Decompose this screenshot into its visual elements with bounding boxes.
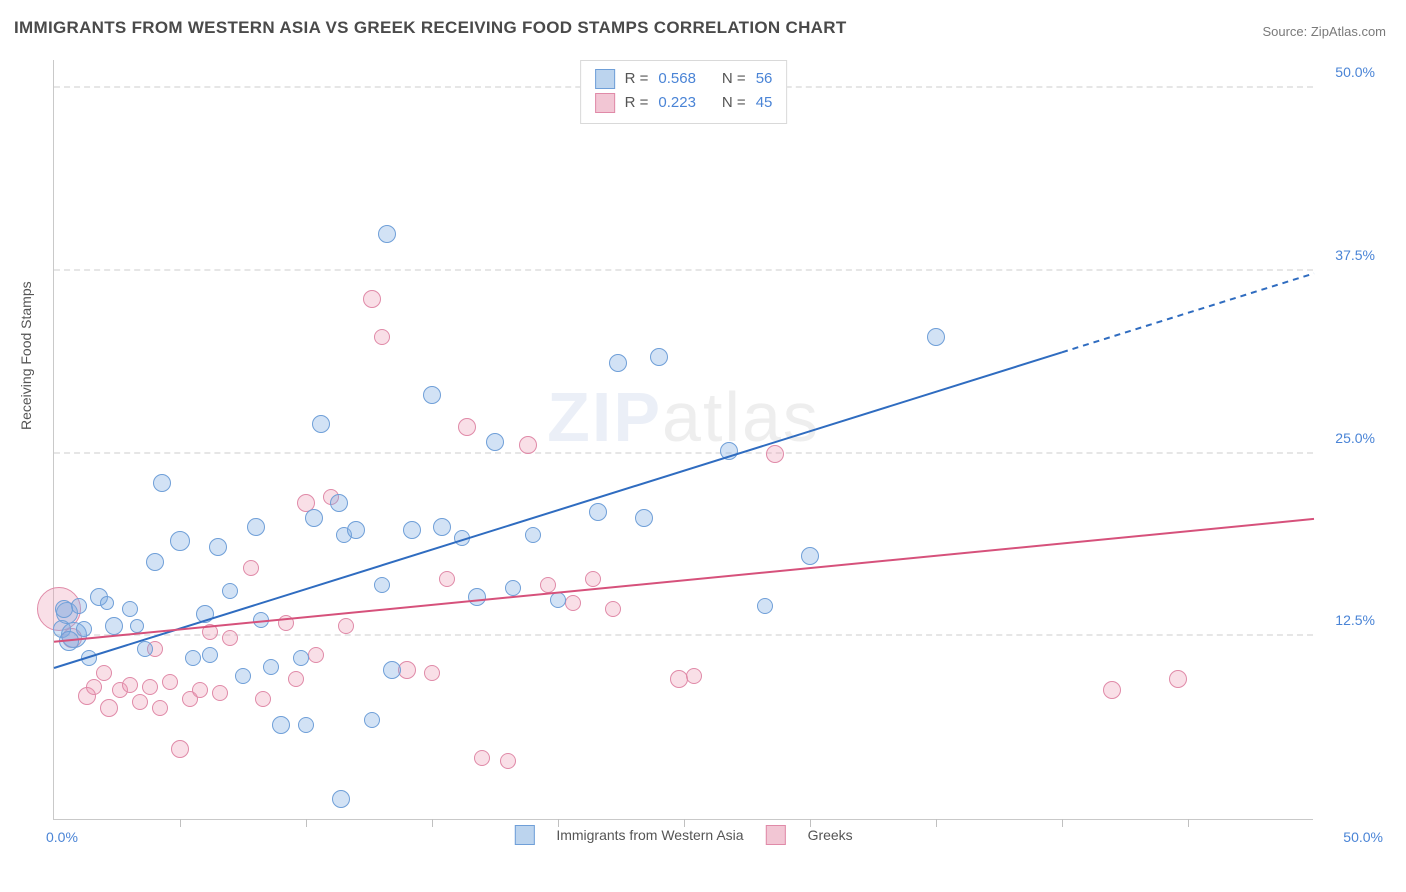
x-axis-max-label: 50.0% bbox=[1343, 829, 1383, 845]
y-tick-label: 37.5% bbox=[1335, 247, 1375, 263]
x-tick bbox=[558, 819, 559, 827]
legend-label-b: Greeks bbox=[808, 827, 853, 843]
y-tick-label: 25.0% bbox=[1335, 430, 1375, 446]
y-axis-label: Receiving Food Stamps bbox=[18, 281, 34, 430]
r-value-a: 0.568 bbox=[658, 67, 696, 91]
legend-stats-row-b: R = 0.223 N = 45 bbox=[595, 91, 773, 115]
legend-stats-box: R = 0.568 N = 56 R = 0.223 N = 45 bbox=[580, 60, 788, 124]
n-label: N = bbox=[722, 67, 746, 91]
x-axis-origin-label: 0.0% bbox=[46, 829, 78, 845]
y-tick-label: 12.5% bbox=[1335, 612, 1375, 628]
r-label: R = bbox=[625, 67, 649, 91]
x-tick bbox=[306, 819, 307, 827]
x-tick bbox=[1062, 819, 1063, 827]
swatch-series-a bbox=[514, 825, 534, 845]
x-tick bbox=[810, 819, 811, 827]
swatch-series-a bbox=[595, 69, 615, 89]
n-value-b: 45 bbox=[756, 91, 773, 115]
n-label: N = bbox=[722, 91, 746, 115]
swatch-series-b bbox=[595, 93, 615, 113]
trend-lines bbox=[54, 60, 1314, 820]
x-tick bbox=[1188, 819, 1189, 827]
legend-stats-row-a: R = 0.568 N = 56 bbox=[595, 67, 773, 91]
y-tick-label: 50.0% bbox=[1335, 64, 1375, 80]
n-value-a: 56 bbox=[756, 67, 773, 91]
legend-series-box: Immigrants from Western Asia Greeks bbox=[514, 825, 852, 845]
legend-label-a: Immigrants from Western Asia bbox=[556, 827, 743, 843]
x-tick bbox=[684, 819, 685, 827]
r-value-b: 0.223 bbox=[658, 91, 696, 115]
x-tick bbox=[432, 819, 433, 827]
source-attribution: Source: ZipAtlas.com bbox=[1262, 24, 1386, 39]
x-tick bbox=[180, 819, 181, 827]
scatter-plot-area: ZIPatlas R = 0.568 N = 56 R = 0.223 N = … bbox=[53, 60, 1313, 820]
chart-title: IMMIGRANTS FROM WESTERN ASIA VS GREEK RE… bbox=[14, 18, 847, 38]
r-label: R = bbox=[625, 91, 649, 115]
swatch-series-b bbox=[766, 825, 786, 845]
x-tick bbox=[936, 819, 937, 827]
